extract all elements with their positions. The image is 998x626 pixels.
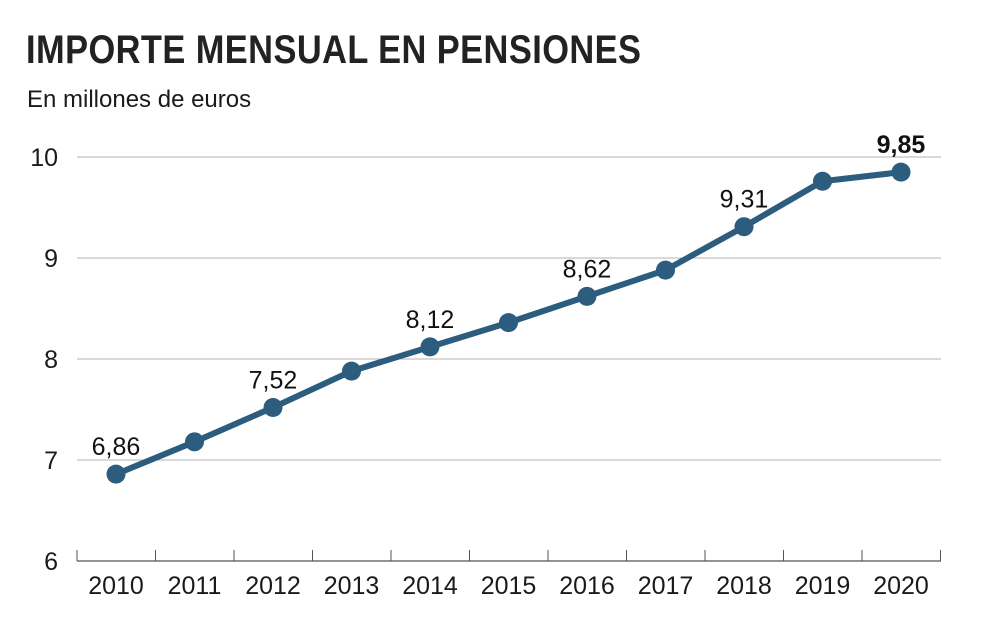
y-tick-label-9: 9 bbox=[44, 245, 58, 273]
x-axis: 2010 2011 2012 2013 2014 2015 2016 2017 2018 2019… bbox=[76, 550, 941, 600]
data-points bbox=[106, 162, 911, 484]
data-label-2016: 8,62 bbox=[563, 255, 612, 283]
x-tick-label-2018: 2018 bbox=[716, 572, 772, 600]
data-label-2012: 7,52 bbox=[249, 366, 298, 394]
data-point-2016 bbox=[577, 286, 597, 306]
data-label-2010: 6,86 bbox=[92, 433, 141, 461]
x-tick-label-2013: 2013 bbox=[324, 572, 380, 600]
x-tick-label-2020: 2020 bbox=[873, 572, 929, 600]
x-tick-label-2016: 2016 bbox=[559, 572, 615, 600]
data-point-2015 bbox=[499, 313, 518, 333]
data-label-2018: 9,31 bbox=[720, 186, 769, 214]
data-label-2020: 9,85 bbox=[877, 131, 926, 159]
data-label-2014: 8,12 bbox=[406, 306, 455, 334]
data-point-2019 bbox=[813, 171, 832, 191]
chart-title: IMPORTE MENSUAL EN PENSIONES bbox=[26, 28, 642, 72]
chart-subtitle: En millones de euros bbox=[27, 86, 252, 113]
gridlines bbox=[77, 156, 941, 461]
x-tick-label-2014: 2014 bbox=[402, 572, 458, 600]
y-tick-label-10: 10 bbox=[30, 144, 58, 172]
data-point-2018 bbox=[734, 217, 754, 237]
x-tick-label-2012: 2012 bbox=[245, 572, 301, 600]
y-axis-ticks: 6 7 8 9 10 bbox=[30, 144, 58, 576]
x-tick-label-2017: 2017 bbox=[638, 572, 694, 600]
data-point-2014 bbox=[420, 337, 440, 357]
x-tick-label-2010: 2010 bbox=[88, 572, 144, 600]
data-point-2013 bbox=[342, 361, 361, 381]
y-tick-label-7: 7 bbox=[44, 447, 58, 475]
y-tick-label-8: 8 bbox=[44, 346, 58, 374]
data-point-2010 bbox=[106, 464, 126, 484]
x-tick-label-2011: 2011 bbox=[168, 572, 222, 600]
data-point-2017 bbox=[656, 260, 675, 280]
data-point-2020 bbox=[891, 162, 911, 182]
x-tick-label-2015: 2015 bbox=[481, 572, 537, 600]
y-tick-label-6: 6 bbox=[44, 548, 58, 576]
data-point-2012 bbox=[263, 397, 283, 417]
data-point-2011 bbox=[185, 432, 204, 452]
data-labels: 6,86 7,52 8,12 8,62 9,31 9,85 bbox=[92, 131, 926, 461]
x-tick-label-2019: 2019 bbox=[795, 572, 851, 600]
